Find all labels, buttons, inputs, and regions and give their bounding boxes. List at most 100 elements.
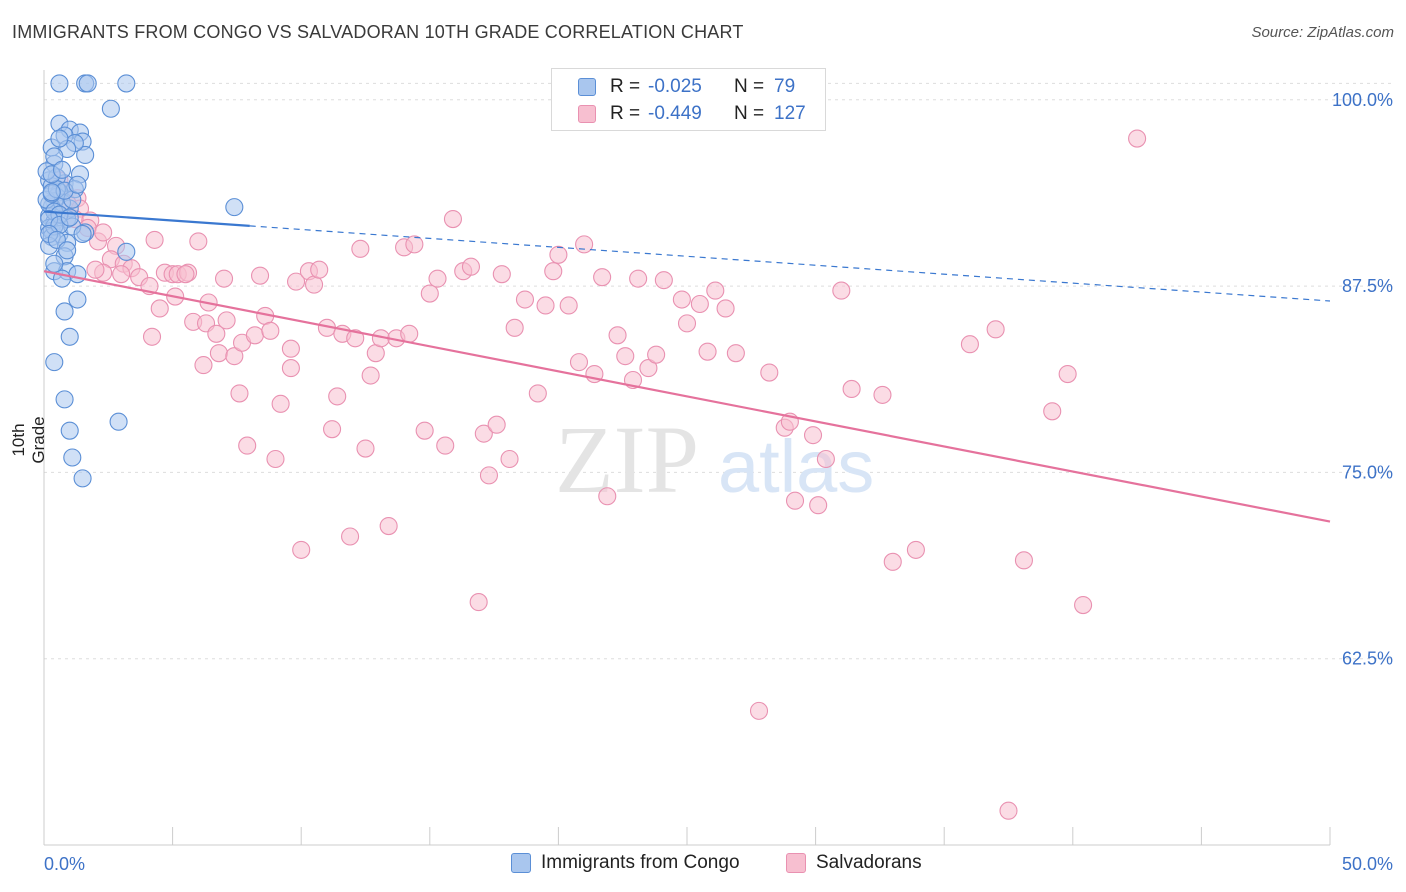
salvadorans-point [230, 384, 249, 403]
salvadorans-point [189, 232, 208, 251]
salvadorans-point [292, 540, 311, 559]
congo-point [73, 224, 92, 243]
salvadorans-point [598, 487, 617, 506]
n-label: N = [734, 103, 765, 124]
salvadorans-point [549, 245, 568, 264]
salvadorans-point [287, 272, 306, 291]
salvadorans-point [785, 491, 805, 510]
salvadorans-point [420, 284, 439, 303]
salvadorans-point [479, 466, 499, 485]
salvadorans-point [209, 344, 228, 363]
congo-point [52, 160, 72, 179]
salvadorans-point [726, 344, 745, 363]
congo-trend-line [43, 210, 250, 227]
salvadorans-point [469, 593, 488, 612]
congo-point [58, 241, 77, 260]
salvadorans-trend-line [43, 270, 1331, 523]
x-tick-label: 50.0% [1342, 854, 1393, 874]
congo-point [73, 469, 92, 488]
y-axis-label: 10th Grade [9, 416, 48, 464]
congo-point [50, 129, 69, 148]
legend-item-congo: Immigrants from Congo [511, 850, 740, 876]
salvadorans-legend-swatch [786, 853, 806, 873]
congo-point [45, 254, 64, 273]
salvadorans-point [323, 420, 342, 439]
salvadorans-point [608, 326, 627, 345]
congo-point [76, 145, 95, 165]
salvadorans-point [86, 260, 105, 279]
salvadorans-point [986, 320, 1005, 339]
grid [44, 82, 1394, 660]
salvadorans-point [351, 239, 370, 258]
salvadorans-point [803, 426, 823, 445]
congo-point [45, 353, 64, 372]
congo-point [68, 175, 87, 194]
salvadorans-point [569, 353, 589, 372]
salvadorans-point [999, 801, 1018, 820]
salvadorans-point [400, 324, 419, 343]
salvadorans-point [536, 296, 555, 315]
n-value: 127 [774, 103, 806, 124]
n-label: N = [734, 76, 765, 97]
n-value: 79 [774, 76, 796, 97]
source-label: Source: ZipAtlas.com [1251, 24, 1394, 41]
salvadorans-point [1128, 129, 1147, 148]
congo-point [101, 99, 120, 118]
salvadorans-point [629, 269, 648, 288]
salvadorans-point [341, 527, 360, 546]
congo-point [60, 208, 79, 227]
salvadorans-point [238, 436, 257, 455]
salvadorans-point [176, 265, 195, 284]
salvadorans-point [1043, 402, 1062, 421]
trend-lines [43, 210, 1331, 523]
salvadorans-point [816, 449, 835, 469]
salvadorans-point [677, 314, 697, 333]
salvadorans-point [266, 449, 285, 469]
stats-row-salvadorans: R = -0.449 N = 127 [578, 102, 806, 126]
congo-point [60, 327, 79, 346]
congo-point [68, 265, 87, 284]
salvadorans-point [194, 356, 213, 375]
salvadorans-point [1014, 551, 1033, 570]
salvadorans-point [474, 424, 493, 443]
salvadorans-point [500, 449, 519, 469]
salvadorans-point [328, 387, 347, 406]
salvadorans-point [883, 552, 902, 571]
salvadorans-point [150, 299, 169, 318]
y-tick-label: 100.0% [1332, 90, 1393, 110]
x-tick-label: 0.0% [44, 854, 85, 874]
congo-point [55, 390, 74, 409]
congo-point [225, 198, 244, 217]
salvadorans-point [647, 345, 666, 364]
salvadorans-point [310, 260, 329, 279]
salvadorans-point [142, 327, 162, 346]
salvadorans-point [361, 366, 380, 385]
salvadorans-point [616, 347, 635, 366]
congo-point [78, 74, 97, 93]
salvadorans-point [505, 318, 524, 337]
salvadorans-point [515, 290, 535, 309]
r-label: R = [610, 103, 641, 124]
salvadorans-point [760, 363, 779, 382]
salvadorans-point [217, 311, 236, 330]
salvadorans-point [873, 385, 892, 404]
salvadorans-point [716, 299, 735, 318]
congo-trend-line-dashed [249, 225, 1331, 302]
y-tick-label: 62.5% [1342, 649, 1393, 669]
salvadorans-point [356, 439, 375, 458]
salvadorans-legend-label: Salvadorans [816, 852, 922, 873]
salvadorans-point [960, 335, 979, 354]
salvadorans-point [94, 223, 113, 242]
salvadorans-point [544, 262, 563, 281]
salvadorans-swatch [578, 105, 596, 123]
salvadorans-point [528, 384, 547, 403]
salvadorans-point [346, 329, 365, 348]
congo-point [109, 412, 128, 431]
congo-legend-label: Immigrants from Congo [541, 852, 740, 873]
congo-point [60, 421, 79, 440]
congo-point [45, 147, 64, 166]
salvadorans-point [706, 281, 725, 300]
salvadorans-point [698, 342, 717, 361]
congo-point [50, 74, 69, 93]
